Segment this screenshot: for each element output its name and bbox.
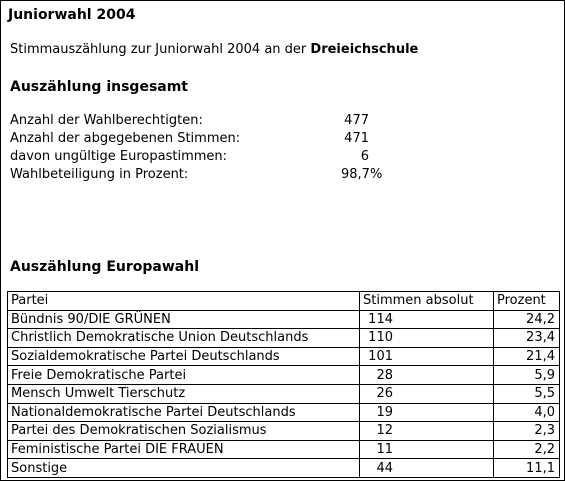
table-row: Nationaldemokratische Partei Deutschland… (7, 402, 560, 423)
percent: 11,1 (493, 458, 560, 478)
column-header: Prozent (493, 291, 560, 311)
party: Sozialdemokratische Partei Deutschlands (7, 346, 360, 367)
party: Mensch Umwelt Tierschutz (7, 383, 360, 404)
percent: 2,2 (493, 439, 560, 460)
table-row: Feministische Partei DIE FRAUEN 11 2,2 (7, 439, 560, 460)
party: Partei des Demokratischen Sozialismus (7, 421, 360, 441)
votes: 11 (359, 439, 494, 460)
percent: 4,0 (493, 402, 560, 423)
column-header: Stimmen absolut (359, 291, 494, 311)
table-row: Partei des Demokratischen Sozialismus 12 2… (7, 421, 560, 441)
summary-value: 471 (344, 131, 369, 146)
table-row: Sonstige 44 11,1 (7, 458, 560, 478)
summary-heading: Auszählung insgesamt (10, 79, 189, 95)
percent: 21,4 (493, 346, 560, 367)
summary-label: Anzahl der Wahlberechtigten: (10, 113, 203, 128)
party: Nationaldemokratische Partei Deutschland… (7, 402, 360, 423)
summary-value: 98,7% (341, 167, 383, 182)
votes: 26 (359, 383, 494, 404)
percent: 5,9 (493, 365, 560, 385)
votes: 44 (359, 458, 494, 478)
subtitle: Stimmauszählung zur Juniorwahl 2004 an d… (10, 42, 418, 57)
percent: 5,5 (493, 383, 560, 404)
table-row: Bündnis 90/DIE GRÜNEN 114 24,2 (7, 309, 560, 330)
party: Christlich Demokratische Union Deutschla… (7, 328, 360, 348)
votes: 28 (359, 365, 494, 385)
table-row: Christlich Demokratische Union Deutschla… (7, 328, 560, 348)
party: Bündnis 90/DIE GRÜNEN (7, 309, 360, 330)
votes: 110 (359, 328, 494, 348)
party: Sonstige (7, 458, 360, 478)
votes: 101 (359, 346, 494, 367)
percent: 24,2 (493, 309, 560, 330)
votes: 114 (359, 309, 494, 330)
header-row: Partei Stimmen absolut Prozent (7, 291, 560, 311)
percent: 23,4 (493, 328, 560, 348)
table-row: Mensch Umwelt Tierschutz 26 5,5 (7, 383, 560, 404)
summary-label: Wahlbeteiligung in Prozent: (10, 167, 189, 182)
subtitle-text: Stimmauszählung zur Juniorwahl 2004 an d… (10, 42, 307, 57)
table-row: Freie Demokratische Partei 28 5,9 (7, 365, 560, 385)
results-table: Partei Stimmen absolut Prozent Bündnis 90/D… (7, 291, 560, 478)
party: Feministische Partei DIE FRAUEN (7, 439, 360, 460)
europa-heading: Auszählung Europawahl (10, 259, 199, 275)
table-row: Sozialdemokratische Partei Deutschlands 1… (7, 346, 560, 367)
column-header: Partei (7, 291, 360, 311)
party: Freie Demokratische Partei (7, 365, 360, 385)
votes: 19 (359, 402, 494, 423)
title: Juniorwahl 2004 (8, 7, 136, 23)
summary-label: davon ungültige Europastimmen: (10, 149, 228, 164)
percent: 2,3 (493, 421, 560, 441)
school: Dreieichschule (310, 42, 419, 57)
votes: 12 (359, 421, 494, 441)
summary-value: 477 (344, 113, 369, 128)
summary-label: Anzahl der abgegebenen Stimmen: (10, 131, 241, 146)
summary-value: 6 (360, 149, 369, 164)
